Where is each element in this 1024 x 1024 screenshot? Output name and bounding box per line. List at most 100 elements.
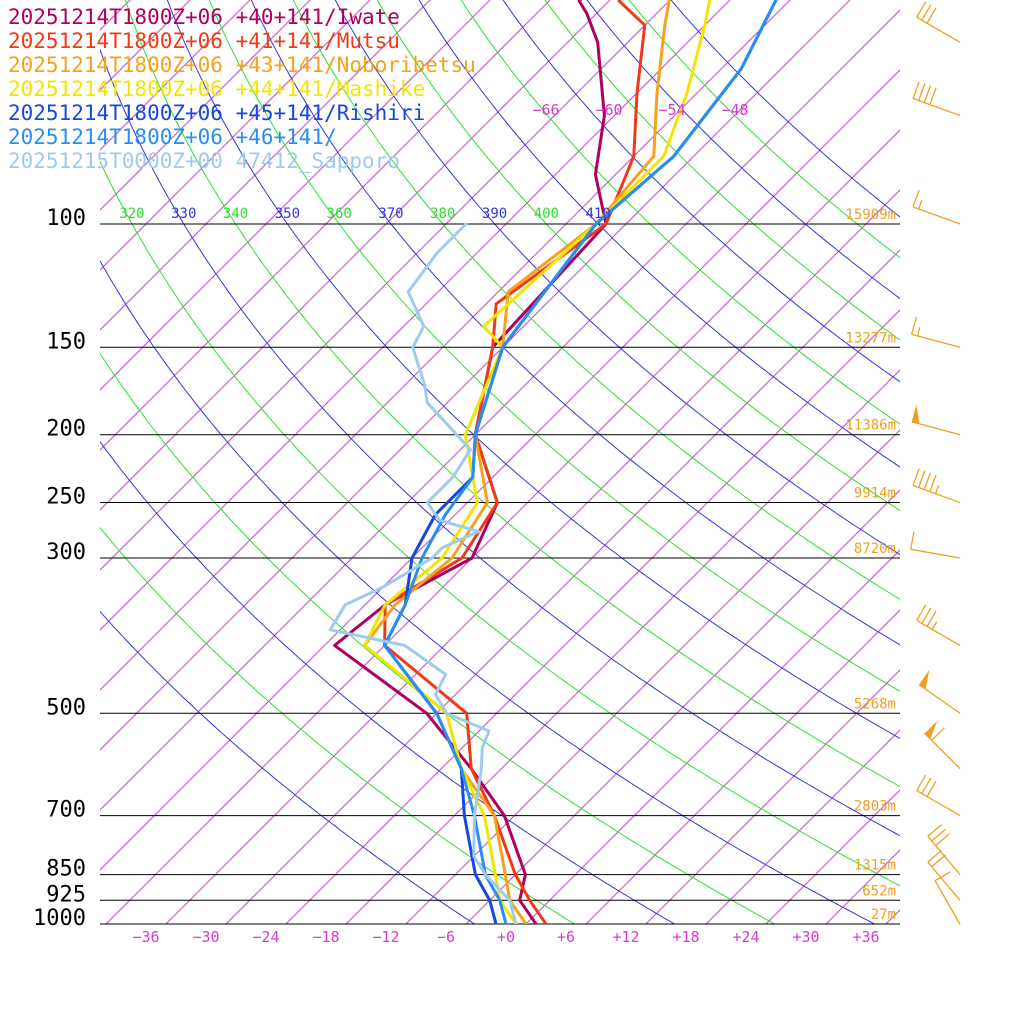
- dry-adiabat-line: [628, 0, 900, 259]
- legend-entry: 20251214T1800Z+06 +44+141/Mashike: [8, 77, 425, 101]
- height-label: 1315m: [854, 858, 896, 874]
- pressure-label: 150: [46, 329, 86, 354]
- wind-barb-flag: [926, 780, 937, 797]
- top-temperature-label: −60: [595, 101, 622, 119]
- sounding-line: [383, 0, 778, 924]
- wind-barb-flag: [935, 833, 950, 846]
- sounding-line: [383, 0, 778, 924]
- wind-barb: [934, 871, 961, 925]
- wind-barb: [916, 774, 961, 817]
- wind-barbs: [910, 1, 961, 925]
- wind-barb-shaft: [924, 732, 961, 770]
- isotherm-line: [100, 0, 311, 211]
- wind-barb: [927, 824, 961, 876]
- dry-adiabat-line: [586, 0, 900, 300]
- wind-barb-flag: [931, 854, 946, 868]
- wind-barb-flag: [923, 85, 932, 103]
- wind-barb: [911, 404, 961, 436]
- x-tick-label: −6: [437, 928, 455, 946]
- theta-label: 400: [534, 206, 559, 222]
- legend: 20251214T1800Z+06 +40+141/Iwate 20251214T…: [8, 5, 476, 173]
- legend-entry: 20251214T1800Z+06 +40+141/Iwate: [8, 5, 400, 29]
- wind-barb: [916, 1, 961, 43]
- isotherm-line: [100, 0, 371, 271]
- wind-barb-pennant: [919, 669, 930, 690]
- wind-barb-shaft: [910, 548, 961, 559]
- isotherm-line: [645, 669, 900, 924]
- wind-barb-shaft: [916, 790, 961, 817]
- wind-barb-flag: [910, 531, 915, 550]
- x-tick-label: +0: [497, 928, 515, 946]
- wind-barb-flag: [929, 474, 937, 492]
- wind-barb-flag: [923, 472, 932, 490]
- wind-barb: [912, 468, 961, 504]
- height-label: 652m: [862, 883, 896, 899]
- isotherm-line: [100, 0, 851, 751]
- x-tick-label: +18: [672, 928, 699, 946]
- wind-barb-flag: [912, 468, 920, 486]
- sounding-line: [328, 222, 518, 924]
- wind-barb-flag: [918, 470, 926, 488]
- isotherm-line: [585, 609, 900, 924]
- pressure-label: 925: [46, 882, 86, 907]
- theta-label: 350: [275, 206, 300, 222]
- wind-barb-half-flag: [918, 200, 923, 210]
- wind-barb-shaft: [911, 421, 961, 436]
- isotherm-line: [885, 909, 900, 924]
- x-tick-label: +24: [732, 928, 759, 946]
- wind-barb-flag: [921, 777, 932, 794]
- theta-label: 380: [430, 206, 455, 222]
- height-label: 15909m: [845, 207, 896, 223]
- pressure-label: 500: [46, 695, 86, 720]
- x-tick-label: −12: [372, 928, 399, 946]
- wind-barb-half-flag: [916, 327, 921, 337]
- sounding-series: [328, 0, 778, 924]
- theta-label: 340: [223, 206, 248, 222]
- isotherm-line: [100, 0, 491, 391]
- isobar-grid: [100, 223, 900, 925]
- isotherm-line: [225, 249, 900, 924]
- wind-barb-flag: [921, 607, 932, 624]
- wind-barb: [924, 720, 961, 770]
- height-label: 11386m: [845, 418, 896, 434]
- wind-barb-flag: [911, 316, 917, 335]
- isotherm-line: [100, 0, 611, 511]
- wind-barb-flag: [916, 774, 927, 791]
- isotherm-line: [405, 429, 900, 924]
- wind-barb-flag: [927, 824, 943, 837]
- top-temperature-label: −48: [721, 101, 748, 119]
- pressure-label: 200: [46, 417, 86, 442]
- isotherm-line: [100, 0, 251, 151]
- pressure-label: 1000: [33, 906, 86, 931]
- wind-barb: [912, 189, 961, 225]
- wind-barb-shaft: [934, 880, 961, 925]
- wind-barb-half-flag: [934, 484, 940, 494]
- isotherm-line: [100, 0, 791, 691]
- wind-barb: [918, 669, 961, 714]
- isotherm-line: [105, 129, 900, 924]
- wind-barb-flag: [931, 828, 946, 842]
- x-tick-label: −30: [192, 928, 219, 946]
- theta-label: 410: [586, 206, 611, 222]
- sounding-line: [363, 0, 671, 924]
- dry-adiabat-line: [460, 0, 900, 425]
- wind-barb-shaft: [911, 333, 961, 348]
- isotherm-line: [345, 369, 900, 924]
- x-tick-label: +12: [612, 928, 639, 946]
- wind-barb-half-flag: [931, 621, 938, 630]
- axis-labels: 100 15909m 150 13277m 200 11386m 250 9914m 300 87…: [33, 101, 896, 946]
- x-tick-label: +30: [792, 928, 819, 946]
- isotherm-line: [165, 189, 900, 924]
- x-tick-label: −36: [132, 928, 159, 946]
- dry-adiabat-line: [334, 0, 900, 556]
- theta-label: 320: [119, 206, 144, 222]
- wind-barb-flag: [912, 189, 920, 208]
- x-tick-label: −18: [312, 928, 339, 946]
- wind-barb-pennant: [924, 720, 938, 740]
- pressure-label: 850: [46, 857, 86, 882]
- isotherm-line: [100, 0, 731, 631]
- wind-barb-shaft: [912, 484, 961, 504]
- x-tick-label: −24: [252, 928, 279, 946]
- wind-barb-shaft: [916, 16, 961, 43]
